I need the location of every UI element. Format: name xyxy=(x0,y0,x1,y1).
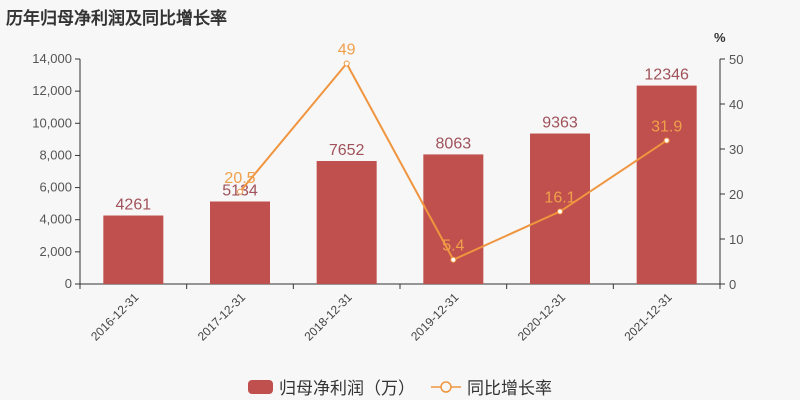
bar-value-label: 7652 xyxy=(329,142,365,159)
right-axis-tick-label: 20 xyxy=(729,187,743,202)
left-axis-tick-label: 8,000 xyxy=(39,147,72,162)
right-axis-tick-label: 30 xyxy=(729,142,743,157)
left-axis-tick-label: 12,000 xyxy=(32,83,72,98)
bar-value-label: 8063 xyxy=(436,135,472,152)
growth-rate-point xyxy=(450,256,457,263)
left-axis-tick-label: 0 xyxy=(65,276,72,291)
growth-rate-point xyxy=(663,137,670,144)
right-axis-tick-label: 0 xyxy=(729,277,736,292)
left-axis-tick-label: 10,000 xyxy=(32,115,72,130)
left-axis-tick-label: 4,000 xyxy=(39,212,72,227)
bar-swatch-icon xyxy=(248,379,273,394)
x-axis-category-label: 2018-12-31 xyxy=(301,290,355,344)
legend-label-growth-rate: 同比增长率 xyxy=(467,379,552,399)
x-axis-category-label: 2020-12-31 xyxy=(515,290,569,344)
legend-item-net-profit[interactable]: 归母净利润（万） xyxy=(248,374,415,399)
x-axis-category-label: 2017-12-31 xyxy=(195,290,249,344)
right-axis-unit: % xyxy=(714,30,726,45)
bar-net-profit xyxy=(103,215,164,284)
legend-item-growth-rate[interactable]: 同比增长率 xyxy=(431,374,552,399)
growth-rate-value-label: 20.5 xyxy=(224,170,255,187)
growth-rate-value-label: 5.4 xyxy=(442,238,464,255)
bar-net-profit xyxy=(316,161,377,284)
left-axis-tick-label: 6,000 xyxy=(39,180,72,195)
x-axis-category-label: 2016-12-31 xyxy=(88,290,142,344)
chart-title: 历年归母净利润及同比增长率 xyxy=(6,9,227,29)
bar-value-label: 9363 xyxy=(542,115,578,132)
x-axis-category-label: 2021-12-31 xyxy=(621,290,675,344)
bar-net-profit xyxy=(636,85,697,284)
bar-net-profit xyxy=(210,201,270,284)
right-axis-tick-label: 40 xyxy=(729,97,743,112)
growth-rate-point xyxy=(237,188,243,195)
bar-value-label: 12346 xyxy=(644,67,689,84)
growth-rate-value-label: 49 xyxy=(338,42,356,59)
chart-plot-area: 0 2,000 4,000 6,000 8,000 10,000 12,000 14,000 0… xyxy=(32,30,743,344)
left-axis-tick-label: 14,000 xyxy=(32,51,72,66)
chart-legend: 归母净利润（万） 同比增长率 xyxy=(0,374,800,399)
right-axis-tick-label: 50 xyxy=(729,52,743,67)
growth-rate-value-label: 31.9 xyxy=(651,118,682,135)
right-axis-tick-label: 10 xyxy=(729,232,743,247)
bar-value-label: 4261 xyxy=(116,197,152,214)
growth-rate-point xyxy=(557,208,563,215)
growth-rate-point xyxy=(343,60,350,67)
line-marker-icon xyxy=(431,380,461,393)
growth-rate-value-label: 16.1 xyxy=(544,190,575,207)
x-axis-category-label: 2019-12-31 xyxy=(408,290,462,344)
left-axis-tick-label: 2,000 xyxy=(39,244,72,259)
legend-label-net-profit: 归母净利润（万） xyxy=(279,379,415,399)
